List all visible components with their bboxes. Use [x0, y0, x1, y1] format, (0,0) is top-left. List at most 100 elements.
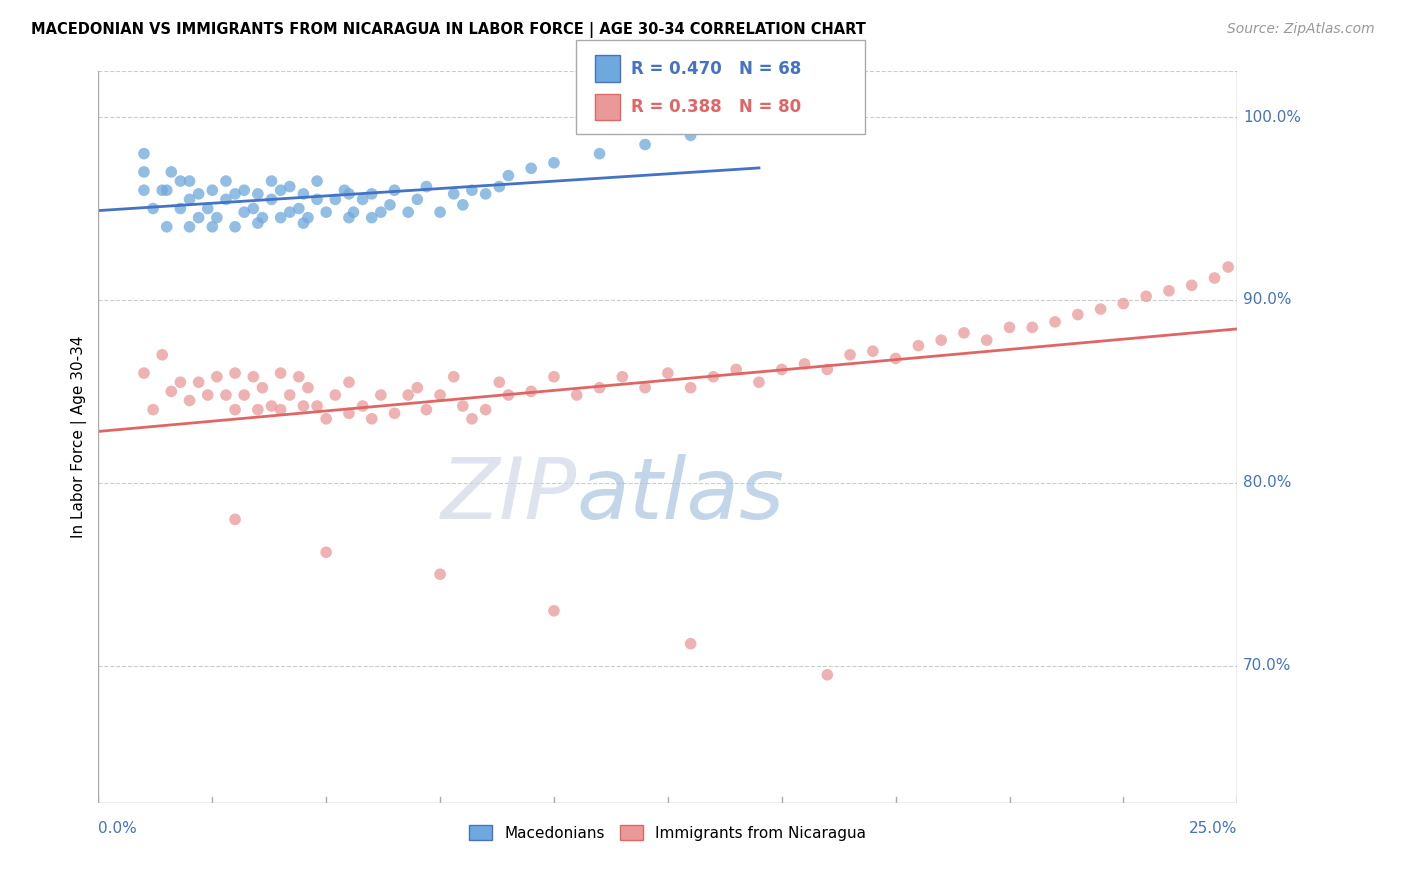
Point: [270, 211, 292, 225]
Point: [657, 366, 679, 380]
Point: [520, 161, 543, 176]
Point: [132, 366, 155, 380]
Point: [337, 211, 360, 225]
Point: [406, 192, 429, 206]
Point: [201, 183, 224, 197]
Point: [370, 388, 392, 402]
Point: [215, 192, 238, 206]
Text: 70.0%: 70.0%: [1243, 658, 1291, 673]
Text: 80.0%: 80.0%: [1243, 475, 1291, 491]
Point: [246, 186, 269, 201]
Point: [565, 388, 588, 402]
Point: [197, 202, 219, 216]
Point: [1021, 320, 1043, 334]
Point: [215, 388, 238, 402]
Text: R = 0.388   N = 80: R = 0.388 N = 80: [631, 98, 801, 116]
Point: [612, 369, 634, 384]
Point: [246, 216, 269, 230]
Point: [337, 375, 360, 389]
Point: [323, 388, 346, 402]
Point: [998, 320, 1021, 334]
Point: [179, 174, 201, 188]
Point: [815, 362, 838, 376]
Point: [352, 192, 374, 206]
Point: [396, 388, 419, 402]
Point: [679, 637, 702, 651]
Point: [474, 186, 496, 201]
Point: [197, 388, 219, 402]
Point: [288, 369, 311, 384]
Point: [307, 399, 329, 413]
Point: [588, 146, 610, 161]
Point: [1135, 289, 1157, 303]
Point: [378, 198, 401, 212]
Point: [429, 567, 451, 582]
Point: [793, 357, 815, 371]
Y-axis label: In Labor Force | Age 30-34: In Labor Force | Age 30-34: [72, 335, 87, 539]
Point: [1218, 260, 1240, 274]
Point: [132, 165, 155, 179]
Point: [224, 512, 246, 526]
Point: [233, 388, 256, 402]
Point: [415, 402, 437, 417]
Point: [242, 202, 264, 216]
Point: [342, 205, 364, 219]
Point: [884, 351, 907, 366]
Point: [224, 186, 246, 201]
Point: [215, 174, 238, 188]
Point: [360, 411, 382, 425]
Point: [1181, 278, 1204, 293]
Point: [451, 198, 474, 212]
Point: [297, 211, 319, 225]
Point: [862, 344, 884, 359]
Point: [396, 205, 419, 219]
Point: [839, 348, 862, 362]
Point: [384, 406, 406, 420]
Point: [307, 192, 329, 206]
Point: [142, 402, 165, 417]
Text: Source: ZipAtlas.com: Source: ZipAtlas.com: [1227, 22, 1375, 37]
Point: [242, 369, 264, 384]
Point: [260, 192, 283, 206]
Point: [160, 384, 183, 399]
Text: 90.0%: 90.0%: [1243, 293, 1292, 308]
Point: [543, 369, 565, 384]
Point: [370, 205, 392, 219]
Point: [278, 205, 301, 219]
Point: [429, 388, 451, 402]
Point: [201, 219, 224, 234]
Point: [815, 667, 838, 681]
Point: [156, 219, 179, 234]
Point: [179, 393, 201, 408]
Point: [297, 381, 319, 395]
Point: [270, 366, 292, 380]
Point: [179, 219, 201, 234]
Text: MACEDONIAN VS IMMIGRANTS FROM NICARAGUA IN LABOR FORCE | AGE 30-34 CORRELATION C: MACEDONIAN VS IMMIGRANTS FROM NICARAGUA …: [31, 22, 866, 38]
Point: [443, 369, 465, 384]
Point: [292, 216, 315, 230]
Point: [307, 174, 329, 188]
Point: [160, 165, 183, 179]
Point: [770, 362, 793, 376]
Point: [953, 326, 976, 340]
Point: [543, 604, 565, 618]
Point: [278, 388, 301, 402]
Point: [384, 183, 406, 197]
Point: [156, 183, 179, 197]
Point: [461, 411, 484, 425]
Point: [233, 205, 256, 219]
Point: [474, 402, 496, 417]
Point: [498, 388, 520, 402]
Point: [260, 399, 283, 413]
Point: [748, 375, 770, 389]
Point: [233, 183, 256, 197]
Point: [252, 211, 274, 225]
Point: [360, 186, 382, 201]
Point: [907, 338, 929, 352]
Point: [429, 205, 451, 219]
Point: [498, 169, 520, 183]
Point: [246, 402, 269, 417]
Point: [187, 186, 209, 201]
Point: [132, 146, 155, 161]
Point: [187, 375, 209, 389]
